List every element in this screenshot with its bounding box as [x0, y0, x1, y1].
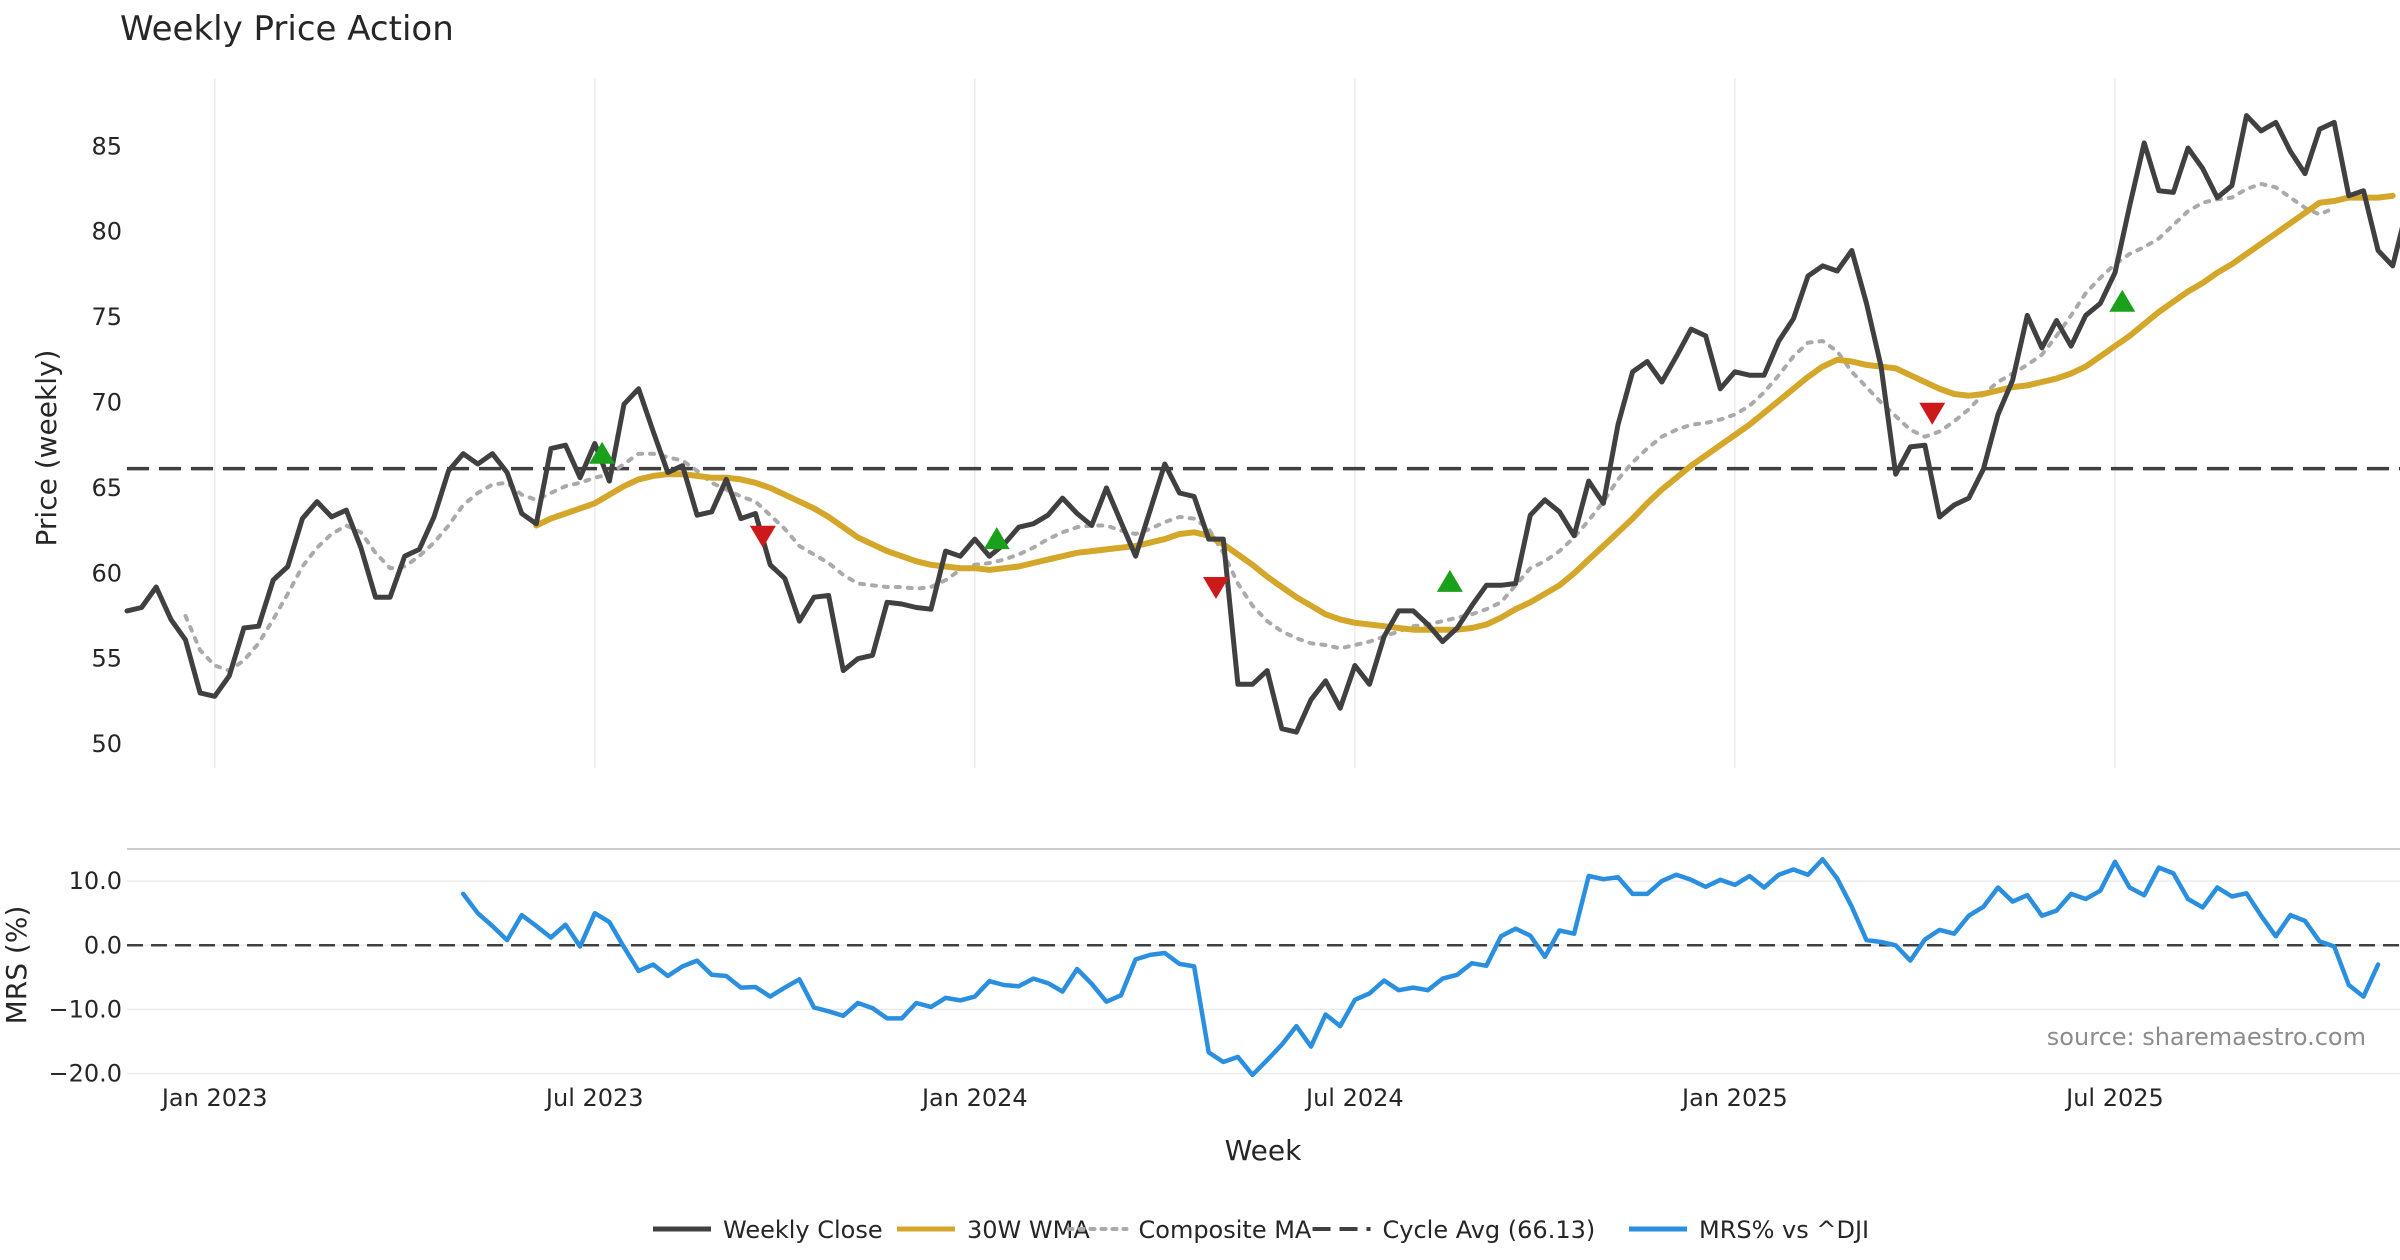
sell-signal-marker — [1919, 402, 1946, 425]
price-panel: 50 55 60 65 70 75 80 85 Price (weekly) — [30, 78, 2400, 768]
sell-signal-marker — [749, 525, 776, 548]
mrs-line — [460, 857, 2381, 1078]
sell-signal-marker — [1202, 576, 1229, 599]
x-tick-labels: Jan 2023 Jul 2023 Jan 2024 Jul 2024 Jan 2025… — [160, 1084, 2164, 1112]
x-tick-label: Jul 2024 — [1304, 1084, 1404, 1112]
weekly-close-line — [124, 113, 2400, 735]
legend-label: Cycle Avg (66.13) — [1383, 1216, 1596, 1244]
source-label: source: sharemaestro.com — [2047, 1023, 2366, 1051]
legend-label: Weekly Close — [723, 1216, 883, 1244]
signal-markers — [589, 289, 2136, 599]
price-y-axis-label: Price (weekly) — [30, 350, 63, 547]
composite-ma-line — [183, 181, 2337, 673]
legend: Weekly Close 30W WMA Composite MA Cycle Avg… — [653, 1216, 1869, 1244]
buy-signal-marker — [2109, 289, 2136, 312]
x-tick-label: Jul 2025 — [2064, 1084, 2164, 1112]
mrs-y-tick: −10.0 — [48, 995, 122, 1023]
legend-label: MRS% vs ^DJI — [1699, 1216, 1869, 1244]
buy-signal-marker — [1436, 569, 1463, 592]
mrs-y-tick: 0.0 — [84, 931, 122, 959]
price-y-tick: 65 — [91, 474, 122, 502]
price-y-tick: 50 — [91, 730, 122, 758]
mrs-y-axis-label: MRS (%) — [0, 906, 33, 1025]
price-y-tick: 60 — [91, 559, 122, 587]
x-axis-label: Week — [1225, 1134, 1302, 1167]
price-y-tick: 75 — [91, 303, 122, 331]
mrs-y-tick-labels: 10.0 0.0 −10.0 −20.0 — [48, 867, 122, 1088]
x-tick-label: Jan 2023 — [160, 1084, 268, 1112]
mrs-y-tick: 10.0 — [69, 867, 122, 895]
wma-30w-line — [533, 192, 2396, 633]
mrs-y-tick: −20.0 — [48, 1060, 122, 1088]
buy-signal-marker — [589, 441, 616, 464]
price-y-tick-labels: 50 55 60 65 70 75 80 85 — [91, 132, 122, 758]
price-gridlines — [213, 78, 2116, 768]
mrs-panel: 10.0 0.0 −10.0 −20.0 MRS (%) source: sharem… — [0, 848, 2400, 1088]
price-y-tick: 55 — [91, 645, 122, 673]
legend-label: Composite MA — [1139, 1216, 1312, 1244]
x-tick-label: Jan 2025 — [1680, 1084, 1788, 1112]
x-tick-label: Jan 2024 — [920, 1084, 1028, 1112]
chart-title: Weekly Price Action — [120, 9, 454, 49]
price-y-tick: 85 — [91, 132, 122, 160]
buy-signal-marker — [983, 527, 1010, 550]
price-y-tick: 70 — [91, 389, 122, 417]
x-tick-label: Jul 2023 — [544, 1084, 644, 1112]
price-y-tick: 80 — [91, 218, 122, 246]
